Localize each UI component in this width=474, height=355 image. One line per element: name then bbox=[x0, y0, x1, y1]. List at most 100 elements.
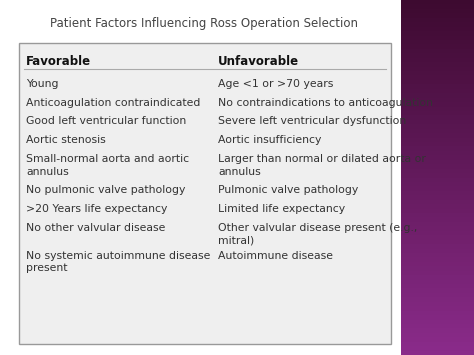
Text: Pulmonic valve pathology: Pulmonic valve pathology bbox=[218, 185, 358, 195]
Bar bbox=[401, 160, 474, 164]
Bar bbox=[401, 328, 474, 333]
Bar bbox=[401, 346, 474, 351]
Bar bbox=[401, 0, 474, 4]
Bar bbox=[401, 89, 474, 93]
Bar bbox=[401, 147, 474, 151]
Text: Favorable: Favorable bbox=[26, 55, 91, 68]
Text: Aortic insufficiency: Aortic insufficiency bbox=[218, 135, 321, 145]
Bar bbox=[401, 111, 474, 115]
Bar bbox=[401, 284, 474, 288]
Text: Young: Young bbox=[26, 79, 59, 89]
Bar bbox=[401, 169, 474, 173]
Bar bbox=[401, 208, 474, 213]
Bar bbox=[401, 280, 474, 284]
Bar bbox=[401, 102, 474, 106]
Bar bbox=[401, 182, 474, 186]
Bar bbox=[401, 248, 474, 253]
Bar bbox=[401, 124, 474, 129]
Bar bbox=[401, 231, 474, 235]
Bar bbox=[401, 217, 474, 222]
Bar bbox=[401, 337, 474, 342]
Bar bbox=[401, 142, 474, 146]
Text: Autoimmune disease: Autoimmune disease bbox=[218, 251, 333, 261]
Bar bbox=[401, 22, 474, 27]
Bar bbox=[401, 306, 474, 311]
Bar bbox=[401, 53, 474, 58]
Bar bbox=[401, 98, 474, 102]
Text: Small-normal aorta and aortic
annulus: Small-normal aorta and aortic annulus bbox=[26, 154, 189, 177]
Text: Anticoagulation contraindicated: Anticoagulation contraindicated bbox=[26, 98, 201, 108]
Text: Age <1 or >70 years: Age <1 or >70 years bbox=[218, 79, 333, 89]
Bar bbox=[401, 71, 474, 75]
Text: >20 Years life expectancy: >20 Years life expectancy bbox=[26, 204, 167, 214]
Bar bbox=[401, 262, 474, 266]
Bar bbox=[401, 49, 474, 53]
Bar bbox=[401, 27, 474, 31]
Text: No systemic autoimmune disease
present: No systemic autoimmune disease present bbox=[26, 251, 210, 273]
Bar bbox=[401, 80, 474, 84]
Bar bbox=[401, 342, 474, 346]
Bar bbox=[401, 235, 474, 240]
Bar bbox=[401, 84, 474, 89]
Text: Severe left ventricular dysfunction: Severe left ventricular dysfunction bbox=[218, 116, 406, 126]
Bar bbox=[401, 31, 474, 36]
Text: Aortic stenosis: Aortic stenosis bbox=[26, 135, 106, 145]
Bar bbox=[401, 222, 474, 226]
Bar bbox=[401, 302, 474, 306]
Text: No contraindications to anticoagulation: No contraindications to anticoagulation bbox=[218, 98, 433, 108]
Bar bbox=[401, 58, 474, 62]
Bar bbox=[401, 271, 474, 275]
Text: Other valvular disease present (e.g.,
mitral): Other valvular disease present (e.g., mi… bbox=[218, 223, 418, 246]
Bar bbox=[401, 93, 474, 98]
Bar bbox=[401, 151, 474, 155]
Bar bbox=[401, 253, 474, 257]
Bar bbox=[401, 240, 474, 244]
Bar bbox=[401, 4, 474, 9]
Bar bbox=[401, 288, 474, 293]
Bar bbox=[401, 186, 474, 191]
FancyBboxPatch shape bbox=[19, 43, 391, 344]
Bar bbox=[401, 311, 474, 315]
Bar bbox=[401, 75, 474, 80]
Bar bbox=[401, 244, 474, 248]
Bar bbox=[401, 266, 474, 271]
Text: No other valvular disease: No other valvular disease bbox=[26, 223, 165, 233]
Bar bbox=[401, 13, 474, 18]
Bar bbox=[401, 226, 474, 231]
Bar bbox=[401, 36, 474, 40]
Bar bbox=[401, 155, 474, 160]
Text: Good left ventricular function: Good left ventricular function bbox=[26, 116, 186, 126]
Bar bbox=[401, 320, 474, 324]
Bar bbox=[401, 315, 474, 320]
Bar bbox=[401, 18, 474, 22]
Text: Patient Factors Influencing Ross Operation Selection: Patient Factors Influencing Ross Operati… bbox=[50, 17, 358, 29]
Bar bbox=[401, 178, 474, 182]
Bar bbox=[401, 164, 474, 169]
Bar bbox=[401, 106, 474, 111]
Bar bbox=[401, 195, 474, 200]
Bar bbox=[401, 297, 474, 302]
Text: Larger than normal or dilated aorta or
annulus: Larger than normal or dilated aorta or a… bbox=[218, 154, 426, 177]
Bar bbox=[401, 120, 474, 124]
Bar bbox=[401, 133, 474, 137]
Text: Unfavorable: Unfavorable bbox=[218, 55, 299, 68]
Bar bbox=[401, 44, 474, 49]
Text: Limited life expectancy: Limited life expectancy bbox=[218, 204, 345, 214]
Bar bbox=[401, 293, 474, 297]
Bar bbox=[401, 213, 474, 217]
Bar bbox=[401, 191, 474, 195]
Bar bbox=[401, 40, 474, 44]
Bar bbox=[401, 129, 474, 133]
Bar bbox=[401, 115, 474, 120]
Bar bbox=[401, 275, 474, 280]
Bar bbox=[401, 351, 474, 355]
Bar bbox=[401, 67, 474, 71]
Bar bbox=[401, 9, 474, 13]
Bar bbox=[401, 324, 474, 328]
Bar bbox=[401, 200, 474, 204]
Bar bbox=[401, 204, 474, 208]
Bar bbox=[401, 173, 474, 178]
Bar bbox=[401, 62, 474, 67]
Text: No pulmonic valve pathology: No pulmonic valve pathology bbox=[26, 185, 185, 195]
Bar bbox=[401, 138, 474, 142]
